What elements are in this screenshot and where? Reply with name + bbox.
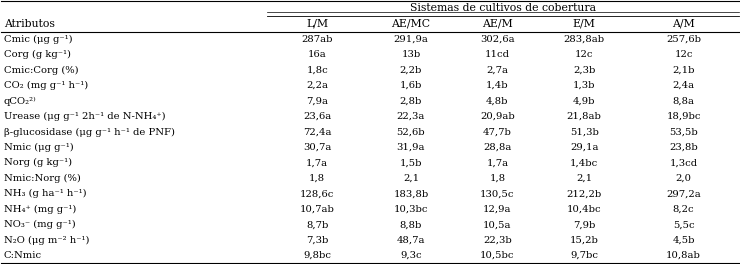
Text: 21,8ab: 21,8ab [567,112,602,121]
Text: 10,5a: 10,5a [483,220,511,229]
Text: 287ab: 287ab [301,35,333,44]
Text: 11cd: 11cd [485,50,510,59]
Text: 4,9b: 4,9b [573,97,596,106]
Text: 8,2c: 8,2c [673,205,694,214]
Text: 10,4bc: 10,4bc [567,205,602,214]
Text: qCO₂²⁾: qCO₂²⁾ [4,97,36,106]
Text: 10,8ab: 10,8ab [666,251,701,260]
Text: Nmic:Norg (%): Nmic:Norg (%) [4,174,81,183]
Text: 53,5b: 53,5b [669,128,698,136]
Text: 1,4bc: 1,4bc [570,158,599,167]
Text: 257,6b: 257,6b [666,35,701,44]
Text: 1,7a: 1,7a [306,158,329,167]
Text: NH₃ (g ha⁻¹ h⁻¹): NH₃ (g ha⁻¹ h⁻¹) [4,189,87,198]
Text: 128,6c: 128,6c [300,189,334,198]
Text: 28,8a: 28,8a [483,143,511,152]
Text: Nmic (μg g⁻¹): Nmic (μg g⁻¹) [4,143,73,152]
Text: 12c: 12c [674,50,693,59]
Text: L/M: L/M [306,19,329,29]
Text: Urease (μg g⁻¹ 2h⁻¹ de N-NH₄⁺): Urease (μg g⁻¹ 2h⁻¹ de N-NH₄⁺) [4,112,165,121]
Text: 1,8: 1,8 [309,174,326,183]
Text: 12c: 12c [575,50,593,59]
Text: 72,4a: 72,4a [303,128,332,136]
Text: 8,8a: 8,8a [673,97,695,106]
Text: NO₃⁻ (mg g⁻¹): NO₃⁻ (mg g⁻¹) [4,220,75,229]
Text: 10,3bc: 10,3bc [394,205,428,214]
Text: Cmic:Corg (%): Cmic:Corg (%) [4,66,78,75]
Text: 5,5c: 5,5c [673,220,694,229]
Text: 16a: 16a [308,50,326,59]
Text: 9,7bc: 9,7bc [571,251,598,260]
Text: 2,1: 2,1 [403,174,419,183]
Text: 1,8c: 1,8c [306,66,328,75]
Text: 1,8: 1,8 [489,174,505,183]
Text: β-glucosidase (μg g⁻¹ h⁻¹ de PNF): β-glucosidase (μg g⁻¹ h⁻¹ de PNF) [4,128,175,136]
Text: 31,9a: 31,9a [397,143,426,152]
Text: 9,3c: 9,3c [400,251,422,260]
Text: 7,9b: 7,9b [573,220,596,229]
Text: 302,6a: 302,6a [480,35,515,44]
Text: N₂O (μg m⁻² h⁻¹): N₂O (μg m⁻² h⁻¹) [4,235,89,245]
Text: 2,4a: 2,4a [673,81,695,90]
Text: 2,0: 2,0 [676,174,692,183]
Text: C:Nmic: C:Nmic [4,251,41,260]
Text: 1,3cd: 1,3cd [670,158,698,167]
Text: 12,9a: 12,9a [483,205,511,214]
Text: CO₂ (mg g⁻¹ h⁻¹): CO₂ (mg g⁻¹ h⁻¹) [4,81,88,90]
Text: 2,1b: 2,1b [673,66,695,75]
Text: 15,2b: 15,2b [570,236,599,245]
Text: 22,3b: 22,3b [483,236,512,245]
Text: 2,8b: 2,8b [400,97,423,106]
Text: 212,2b: 212,2b [567,189,602,198]
Text: 51,3b: 51,3b [570,128,599,136]
Text: 1,7a: 1,7a [486,158,508,167]
Text: 23,8b: 23,8b [669,143,698,152]
Text: 29,1a: 29,1a [570,143,599,152]
Text: 297,2a: 297,2a [666,189,701,198]
Text: 48,7a: 48,7a [397,236,426,245]
Text: 7,3b: 7,3b [306,236,329,245]
Text: Cmic (μg g⁻¹): Cmic (μg g⁻¹) [4,35,73,44]
Text: Corg (g kg⁻¹): Corg (g kg⁻¹) [4,50,70,59]
Text: 2,2b: 2,2b [400,66,423,75]
Text: AE/M: AE/M [482,19,513,29]
Text: 4,8b: 4,8b [486,97,508,106]
Text: 183,8b: 183,8b [394,189,428,198]
Text: 1,3b: 1,3b [573,81,596,90]
Text: 2,2a: 2,2a [306,81,328,90]
Text: 2,3b: 2,3b [573,66,596,75]
Text: 1,6b: 1,6b [400,81,423,90]
Text: Norg (g kg⁻¹): Norg (g kg⁻¹) [4,158,72,167]
Text: 8,8b: 8,8b [400,220,423,229]
Text: 47,7b: 47,7b [483,128,512,136]
Text: 8,7b: 8,7b [306,220,329,229]
Text: 30,7a: 30,7a [303,143,332,152]
Text: 2,1: 2,1 [576,174,592,183]
Text: 10,5bc: 10,5bc [480,251,514,260]
Text: 283,8ab: 283,8ab [564,35,605,44]
Text: 7,9a: 7,9a [306,97,328,106]
Text: NH₄⁺ (mg g⁻¹): NH₄⁺ (mg g⁻¹) [4,205,76,214]
Text: 18,9bc: 18,9bc [666,112,701,121]
Text: Sistemas de cultivos de cobertura: Sistemas de cultivos de cobertura [410,3,596,13]
Text: 2,7a: 2,7a [486,66,508,75]
Text: 22,3a: 22,3a [397,112,426,121]
Text: Atributos: Atributos [4,19,55,29]
Text: 10,7ab: 10,7ab [300,205,334,214]
Text: AE/MC: AE/MC [391,19,431,29]
Text: 9,8bc: 9,8bc [303,251,332,260]
Text: E/M: E/M [573,19,596,29]
Text: 1,5b: 1,5b [400,158,423,167]
Text: 1,4b: 1,4b [486,81,508,90]
Text: 130,5c: 130,5c [480,189,514,198]
Text: 23,6a: 23,6a [303,112,332,121]
Text: A/M: A/M [672,19,695,29]
Text: 52,6b: 52,6b [397,128,426,136]
Text: 13b: 13b [401,50,420,59]
Text: 4,5b: 4,5b [673,236,695,245]
Text: 20,9ab: 20,9ab [480,112,515,121]
Text: 291,9a: 291,9a [394,35,428,44]
